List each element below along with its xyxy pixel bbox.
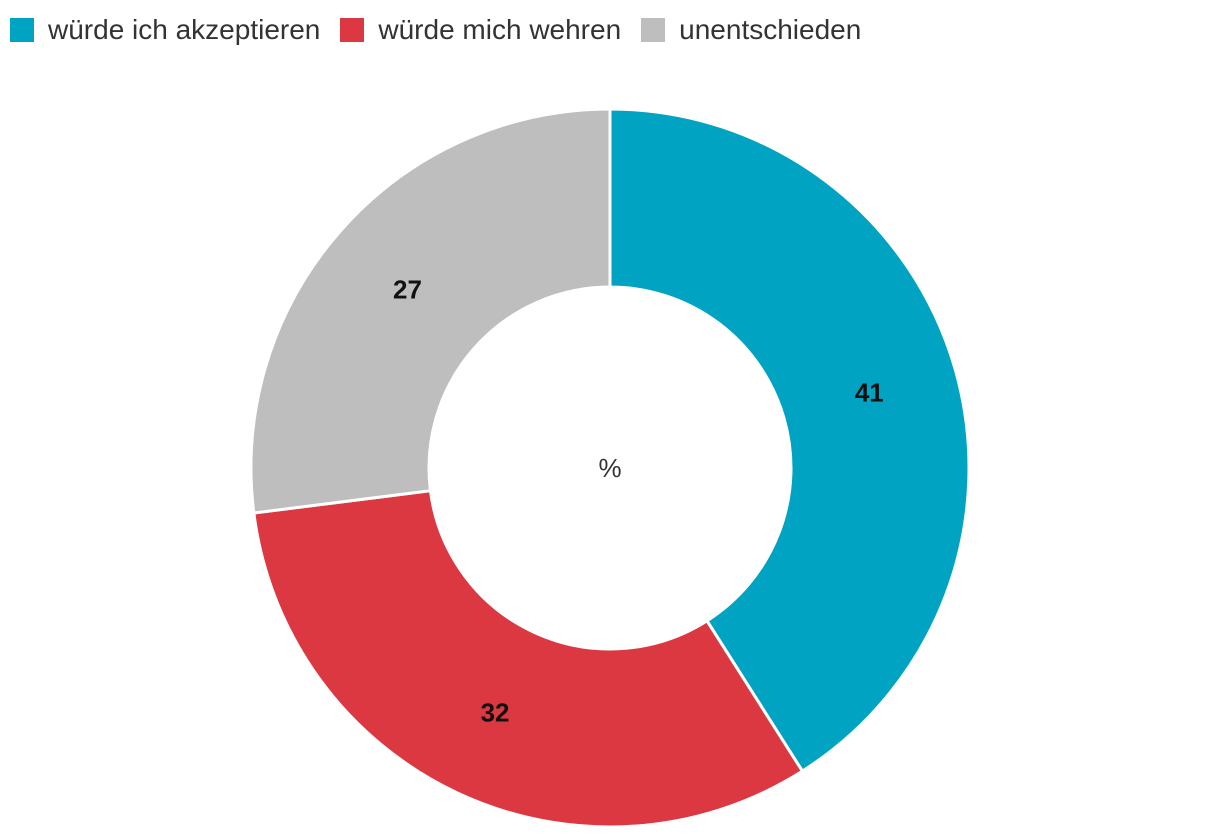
- donut-slice-unentschieden[interactable]: [249, 107, 612, 515]
- legend-label-akzeptieren: würde ich akzeptieren: [48, 14, 321, 45]
- data-label-wehren: 32: [481, 697, 510, 727]
- legend-item-akzeptieren[interactable]: würde ich akzeptieren: [10, 14, 320, 46]
- data-label-akzeptieren: 41: [855, 378, 884, 408]
- legend-item-unentschieden[interactable]: unentschieden: [641, 14, 861, 46]
- data-label-unentschieden: 27: [393, 274, 422, 304]
- legend-swatch-akzeptieren: [10, 18, 34, 42]
- legend-swatch-unentschieden: [641, 18, 666, 42]
- legend-swatch-wehren: [340, 18, 365, 42]
- legend-item-wehren[interactable]: würde mich wehren: [340, 14, 621, 46]
- center-label: %: [598, 453, 621, 483]
- legend-label-wehren: würde mich wehren: [378, 14, 622, 45]
- donut-slice-akzeptieren[interactable]: [608, 107, 971, 774]
- chart-legend: würde ich akzeptieren würde mich wehren …: [10, 10, 881, 50]
- donut-slice-wehren[interactable]: [252, 489, 805, 829]
- legend-label-unentschieden: unentschieden: [679, 14, 862, 45]
